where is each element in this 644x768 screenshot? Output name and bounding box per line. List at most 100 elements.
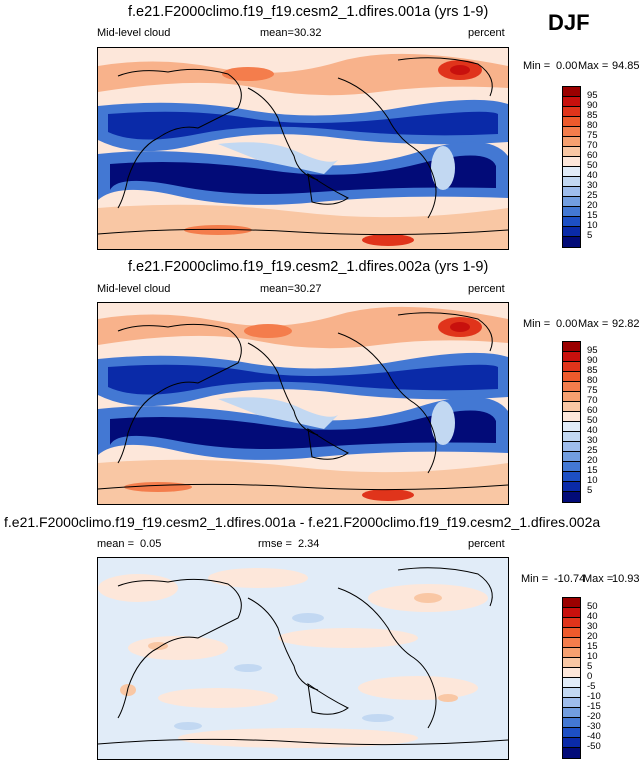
colorbar-tick-label: 10 bbox=[587, 220, 598, 231]
colorbar-tick-label: 10 bbox=[587, 651, 598, 662]
colorbar-tick-label: 25 bbox=[587, 190, 598, 201]
colorbar-tick-label: -50 bbox=[587, 741, 601, 752]
panel-3-rmse-value: 2.34 bbox=[298, 538, 320, 550]
colorbar-segment bbox=[563, 177, 580, 187]
colorbar-tick-label: 5 bbox=[587, 485, 593, 496]
panel-2-min-label: Min = bbox=[523, 318, 551, 330]
colorbar-segment bbox=[563, 227, 580, 237]
colorbar-tick-label: 5 bbox=[587, 230, 593, 241]
colorbar-tick-label: 75 bbox=[587, 385, 598, 396]
colorbar-segment bbox=[563, 87, 580, 97]
colorbar-tick-label: 50 bbox=[587, 160, 598, 171]
panel-2-map-field bbox=[98, 303, 508, 504]
panel-2-max-value: 92.82 bbox=[612, 318, 640, 330]
colorbar-tick-label: 40 bbox=[587, 611, 598, 622]
colorbar-tick-label: 80 bbox=[587, 120, 598, 131]
colorbar-segment bbox=[563, 107, 580, 117]
colorbar-tick-label: 20 bbox=[587, 200, 598, 211]
colorbar-segment bbox=[563, 482, 580, 492]
panel-3-map bbox=[97, 557, 509, 760]
colorbar-tick-label: -30 bbox=[587, 721, 601, 732]
colorbar-segment bbox=[563, 618, 580, 628]
colorbar-tick-label: 15 bbox=[587, 210, 598, 221]
panel-3-colorbar bbox=[562, 597, 581, 759]
colorbar-tick-label: 20 bbox=[587, 631, 598, 642]
panel-3-rmse-label: rmse = bbox=[258, 538, 292, 550]
panel-1-max-label: Max = bbox=[578, 60, 609, 72]
panel-3-map-field bbox=[98, 558, 508, 759]
panel-1-mean-value: 30.32 bbox=[294, 27, 322, 39]
panel-2-colorbar bbox=[562, 341, 581, 503]
colorbar-tick-label: -20 bbox=[587, 711, 601, 722]
panel-1-map bbox=[97, 47, 509, 250]
panel-1-title: f.e21.F2000climo.f19_f19.cesm2_1.dfires.… bbox=[128, 4, 489, 20]
colorbar-segment bbox=[563, 167, 580, 177]
panel-2-title: f.e21.F2000climo.f19_f19.cesm2_1.dfires.… bbox=[128, 259, 489, 275]
colorbar-segment bbox=[563, 648, 580, 658]
panel-2-colorbar-ticks: 95 90 85 80 75 70 60 50 40 30 25 20 15 10 5 bbox=[587, 341, 617, 501]
colorbar-segment bbox=[563, 372, 580, 382]
panel-3-min-value: -10.74 bbox=[554, 573, 586, 585]
colorbar-tick-label: 50 bbox=[587, 601, 598, 612]
colorbar-tick-label: 5 bbox=[587, 661, 593, 672]
panel-3-colorbar-ticks: 50 40 30 20 15 10 5 0 -5 -10 -15 -20 -30 -40 -50 bbox=[587, 597, 617, 757]
colorbar-segment bbox=[563, 127, 580, 137]
colorbar-segment bbox=[563, 718, 580, 728]
colorbar-tick-label: 40 bbox=[587, 425, 598, 436]
colorbar-segment bbox=[563, 462, 580, 472]
colorbar-segment bbox=[563, 392, 580, 402]
colorbar-tick-label: 95 bbox=[587, 90, 598, 101]
colorbar-tick-label: 75 bbox=[587, 130, 598, 141]
colorbar-segment bbox=[563, 422, 580, 432]
panel-2-max-label: Max = bbox=[578, 318, 609, 330]
panel-2-variable-label: Mid-level cloud bbox=[97, 283, 171, 295]
colorbar-segment bbox=[563, 442, 580, 452]
colorbar-segment bbox=[563, 432, 580, 442]
colorbar-tick-label: 25 bbox=[587, 445, 598, 456]
colorbar-tick-label: 60 bbox=[587, 150, 598, 161]
colorbar-segment bbox=[563, 688, 580, 698]
colorbar-segment bbox=[563, 157, 580, 167]
panel-3-max-value: 10.93 bbox=[612, 573, 640, 585]
colorbar-tick-label: 80 bbox=[587, 375, 598, 386]
colorbar-tick-label: 40 bbox=[587, 170, 598, 181]
colorbar-tick-label: 60 bbox=[587, 405, 598, 416]
colorbar-segment bbox=[563, 748, 580, 758]
colorbar-segment bbox=[563, 608, 580, 618]
colorbar-tick-label: 85 bbox=[587, 365, 598, 376]
panel-2-mean-value: 30.27 bbox=[294, 283, 322, 295]
panel-1-colorbar-ticks: 95 90 85 80 75 70 60 50 40 30 25 20 15 10 5 bbox=[587, 86, 617, 246]
colorbar-segment bbox=[563, 117, 580, 127]
panel-3-min-label: Min = bbox=[521, 573, 549, 585]
colorbar-segment bbox=[563, 472, 580, 482]
panel-1-mean-label: mean= bbox=[260, 27, 294, 39]
colorbar-segment bbox=[563, 708, 580, 718]
colorbar-tick-label: -5 bbox=[587, 681, 596, 692]
panel-1-colorbar bbox=[562, 86, 581, 248]
season-label: DJF bbox=[548, 10, 590, 35]
panel-3-max-label: Max = bbox=[583, 573, 614, 585]
colorbar-tick-label: 30 bbox=[587, 621, 598, 632]
colorbar-tick-label: 85 bbox=[587, 110, 598, 121]
colorbar-segment bbox=[563, 352, 580, 362]
panel-1-map-field bbox=[98, 48, 508, 249]
colorbar-tick-label: 0 bbox=[587, 671, 593, 682]
colorbar-tick-label: 70 bbox=[587, 140, 598, 151]
colorbar-segment bbox=[563, 137, 580, 147]
colorbar-tick-label: 30 bbox=[587, 180, 598, 191]
colorbar-segment bbox=[563, 668, 580, 678]
colorbar-tick-label: 90 bbox=[587, 355, 598, 366]
colorbar-segment bbox=[563, 362, 580, 372]
colorbar-tick-label: 20 bbox=[587, 455, 598, 466]
panel-2-min-value: 0.00 bbox=[556, 318, 578, 330]
panel-2-mean-label: mean= bbox=[260, 283, 294, 295]
panel-2-units: percent bbox=[468, 283, 505, 295]
colorbar-segment bbox=[563, 628, 580, 638]
colorbar-segment bbox=[563, 187, 580, 197]
panel-1-min-value: 0.00 bbox=[556, 60, 578, 72]
panel-2-map bbox=[97, 302, 509, 505]
colorbar-segment bbox=[563, 738, 580, 748]
panel-3-title: f.e21.F2000climo.f19_f19.cesm2_1.dfires.… bbox=[4, 514, 601, 530]
colorbar-segment bbox=[563, 147, 580, 157]
colorbar-segment bbox=[563, 382, 580, 392]
